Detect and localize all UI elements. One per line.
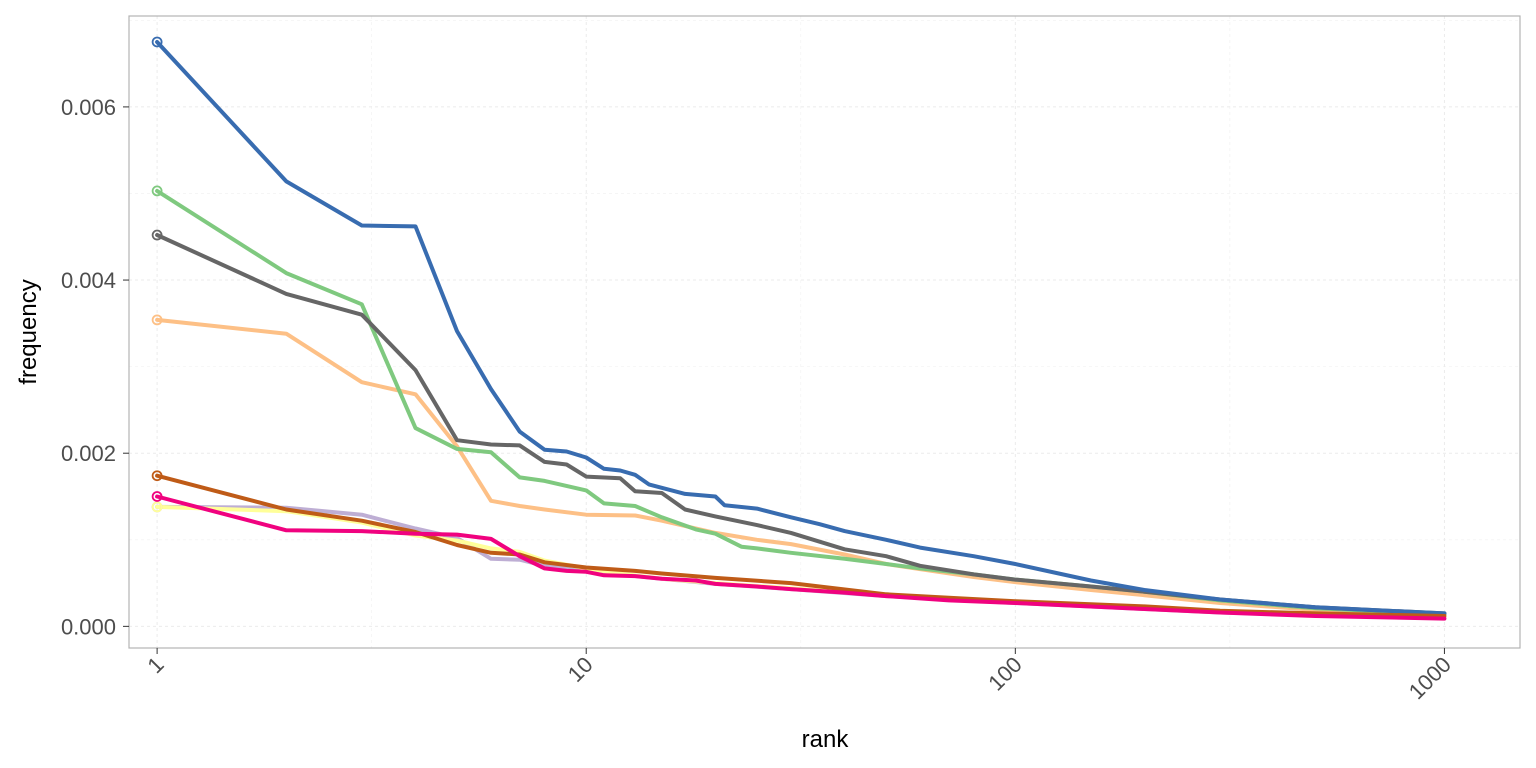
y-axis-title: frequency	[15, 279, 42, 384]
y-tick-label: 0.000	[61, 614, 116, 639]
series-start-marker-8	[151, 491, 163, 502]
series-start-marker-7	[151, 470, 163, 482]
series-start-marker-4	[151, 185, 163, 197]
grid-lines	[129, 16, 1520, 648]
series-line-8	[155, 494, 1447, 621]
series-line-6	[155, 40, 1447, 616]
y-tick-label: 0.004	[61, 268, 116, 293]
plot-panel-border	[128, 15, 1521, 649]
series-start-marker-2	[151, 501, 163, 513]
series-line-5	[155, 233, 1447, 616]
series-start-marker-5	[151, 229, 163, 241]
y-tick-label: 0.002	[61, 441, 116, 466]
plot-panel	[129, 16, 1520, 648]
series-start-marker-6	[151, 36, 163, 48]
y-tick-label: 0.006	[61, 95, 116, 120]
series-start-marker-3	[151, 314, 163, 326]
series-line-3	[155, 317, 1447, 617]
series-layer	[151, 36, 1447, 621]
x-axis-title: rank	[802, 726, 850, 753]
